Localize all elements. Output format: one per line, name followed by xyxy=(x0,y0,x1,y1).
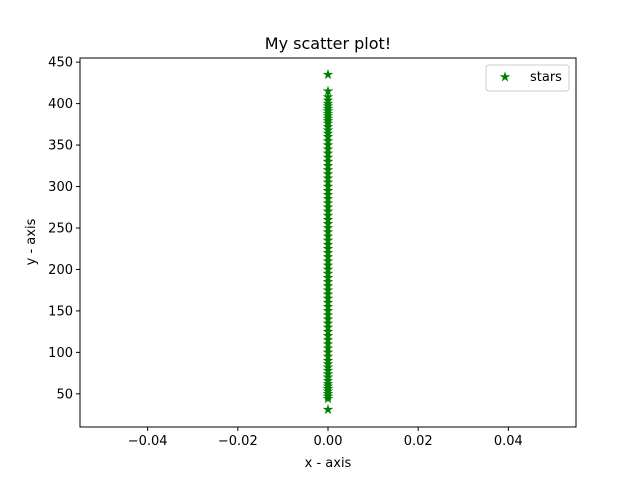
data-point xyxy=(322,342,334,353)
data-point xyxy=(322,280,334,291)
x-tick-label: 0.04 xyxy=(494,434,523,449)
data-point xyxy=(322,309,334,320)
data-point xyxy=(322,156,334,167)
data-point xyxy=(322,147,334,158)
data-point xyxy=(322,251,334,262)
data-point xyxy=(322,276,334,287)
x-axis-label: x - axis xyxy=(305,456,352,471)
data-point xyxy=(322,205,334,216)
data-point xyxy=(322,193,334,204)
data-point xyxy=(322,69,334,80)
y-tick-label: 250 xyxy=(48,221,73,236)
data-point xyxy=(322,98,334,109)
legend-box xyxy=(485,64,570,92)
y-tick-label: 200 xyxy=(48,263,73,278)
data-point xyxy=(322,151,334,163)
data-point xyxy=(322,189,334,200)
y-axis-label: y - axis xyxy=(24,218,39,265)
data-point xyxy=(322,292,334,303)
y-tick-label: 100 xyxy=(48,346,73,361)
y-tick-label: 350 xyxy=(48,139,73,154)
data-point xyxy=(322,317,334,328)
data-point xyxy=(322,259,334,270)
data-point xyxy=(322,135,334,146)
data-point xyxy=(322,313,334,324)
data-points xyxy=(322,69,334,415)
data-point xyxy=(322,301,334,312)
data-point xyxy=(322,378,334,389)
data-point xyxy=(322,272,334,283)
data-point xyxy=(322,288,334,299)
data-point xyxy=(322,358,334,369)
data-point xyxy=(322,350,334,362)
y-tick-label: 50 xyxy=(56,387,73,402)
data-point xyxy=(322,326,334,337)
data-point xyxy=(322,164,334,175)
data-point xyxy=(322,268,334,279)
data-point xyxy=(322,94,334,105)
data-point xyxy=(322,334,334,345)
data-point xyxy=(322,338,334,349)
data-point xyxy=(322,321,334,333)
data-point xyxy=(322,365,334,376)
data-point xyxy=(322,234,334,245)
data-point xyxy=(322,160,334,171)
data-point xyxy=(322,374,334,386)
data-point xyxy=(322,222,334,233)
data-point xyxy=(322,371,334,382)
data-point xyxy=(322,404,334,415)
y-tick-label: 450 xyxy=(48,56,73,71)
data-point xyxy=(322,176,334,187)
data-point xyxy=(322,355,334,366)
x-tick-label: −0.04 xyxy=(128,434,168,449)
y-tick-label: 300 xyxy=(48,180,73,195)
data-point xyxy=(322,180,334,192)
data-point xyxy=(322,85,334,96)
data-point xyxy=(322,218,334,229)
data-point xyxy=(322,263,334,274)
data-point xyxy=(322,131,334,142)
x-tick-label: 0.02 xyxy=(404,434,433,449)
data-point xyxy=(322,284,334,295)
y-tick-label: 400 xyxy=(48,97,73,112)
data-point xyxy=(322,243,334,254)
x-tick-label: −0.02 xyxy=(218,434,258,449)
data-point xyxy=(322,201,334,212)
legend: stars xyxy=(485,64,570,92)
legend-star-marker xyxy=(499,71,511,82)
data-point xyxy=(322,214,334,225)
data-point xyxy=(322,172,334,183)
y-tick-label: 150 xyxy=(48,304,73,319)
data-point xyxy=(322,121,334,132)
data-point xyxy=(322,124,334,135)
legend-label-stars: stars xyxy=(530,70,562,85)
data-point xyxy=(322,255,334,266)
data-point xyxy=(322,361,334,372)
data-point xyxy=(322,168,334,179)
axis-ticks: −0.04 −0.02 0.00 0.02 0.04 50 100 150 200 250 300 3… xyxy=(48,56,523,449)
data-point xyxy=(322,368,334,379)
data-point xyxy=(322,247,334,258)
chart-title: My scatter plot! xyxy=(265,34,391,53)
data-point xyxy=(322,330,334,341)
data-point xyxy=(322,143,334,154)
data-point xyxy=(322,185,334,196)
data-point xyxy=(322,305,334,316)
plot-frame xyxy=(79,57,577,428)
data-point xyxy=(322,226,334,237)
data-point xyxy=(322,139,334,150)
data-point xyxy=(322,91,334,102)
data-point xyxy=(322,238,334,250)
data-point xyxy=(322,127,334,138)
data-point xyxy=(322,230,334,241)
x-tick-label: 0.00 xyxy=(314,434,343,449)
data-point xyxy=(322,197,334,208)
data-point xyxy=(322,209,334,221)
data-point xyxy=(322,297,334,308)
data-point xyxy=(322,346,334,357)
